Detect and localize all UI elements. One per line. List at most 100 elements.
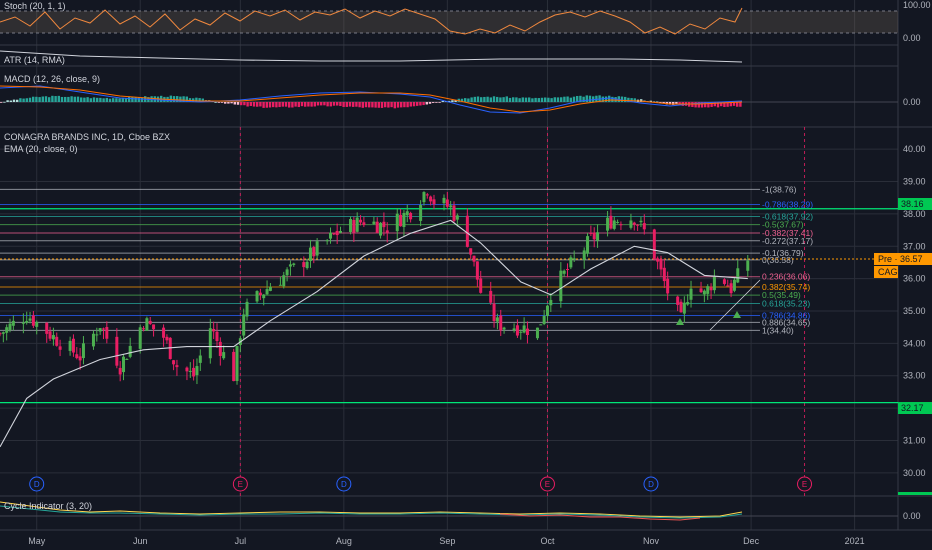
candle-body <box>255 291 259 302</box>
macd-histogram-bar <box>38 97 41 102</box>
candle-body <box>172 360 176 365</box>
time-axis[interactable]: May Jun Jul Aug Sep Oct Nov Dec 2021 <box>28 536 864 546</box>
candle-body <box>539 324 543 326</box>
macd-histogram-bar <box>393 102 396 109</box>
macd-histogram-bar <box>512 97 515 102</box>
macd-histogram-bar <box>403 102 406 108</box>
macd-histogram-bar <box>492 96 496 102</box>
macd-histogram-bar <box>553 97 556 102</box>
candle-body <box>442 197 446 204</box>
macd-histogram-bar <box>25 98 28 102</box>
dividend-marker[interactable] <box>29 476 45 492</box>
event-marker-letter: D <box>341 480 347 489</box>
candle-body <box>35 321 39 327</box>
grid <box>0 0 898 530</box>
candle-body <box>285 269 289 276</box>
candle-body <box>489 290 493 303</box>
candle-body <box>11 320 15 326</box>
macd-histogram-bar <box>435 102 438 103</box>
macd-histogram-bar <box>41 96 44 102</box>
candle-body <box>639 220 643 223</box>
macd-histogram-bar <box>179 96 182 102</box>
candle-body <box>469 248 473 255</box>
macd-histogram-bar <box>438 102 441 103</box>
macd-histogram-bar <box>275 102 278 108</box>
price-tick-label: 38.00 <box>903 209 926 219</box>
macd-histogram-bar <box>640 99 643 102</box>
candle-body <box>218 341 222 356</box>
macd-histogram-bar <box>716 102 720 108</box>
macd-histogram-bar <box>736 102 739 107</box>
macd-histogram-bar <box>441 100 444 102</box>
candle-body <box>215 331 219 342</box>
price-tick-label: 33.00 <box>903 371 926 381</box>
macd-histogram-bar <box>713 102 716 107</box>
macd-histogram-bar <box>630 98 633 102</box>
event-lines <box>239 127 806 496</box>
earnings-marker[interactable] <box>232 476 248 492</box>
candle-body <box>512 328 516 331</box>
candle-body <box>525 328 529 335</box>
candle-body <box>519 331 523 333</box>
candle-body <box>472 255 476 262</box>
trend-line[interactable] <box>709 279 761 331</box>
macd-histogram-bar <box>380 102 384 108</box>
stoch-band <box>0 11 898 33</box>
macd-histogram-bar <box>547 97 550 102</box>
macd-histogram-bar <box>572 96 576 102</box>
time-tick-label: Jun <box>133 536 148 546</box>
macd-histogram-bar <box>496 96 499 102</box>
candle-body <box>152 324 156 330</box>
macd-histogram-bar <box>361 102 364 108</box>
macd-histogram-bar <box>86 97 89 102</box>
candle-body <box>122 356 126 373</box>
macd-histogram-bar <box>105 97 108 102</box>
candle-body <box>339 230 343 233</box>
macd-histogram-bar <box>739 102 742 107</box>
dividend-marker[interactable] <box>336 476 352 492</box>
macd-histogram-bar <box>428 102 432 104</box>
candle-body <box>502 327 506 330</box>
earnings-marker[interactable] <box>539 476 555 492</box>
candle-body <box>452 205 456 221</box>
macd-histogram-bar <box>198 98 201 102</box>
macd-histogram-bar <box>307 102 310 107</box>
macd-histogram-bar <box>608 95 611 102</box>
time-tick-label: Sep <box>439 536 455 546</box>
cycle-line-yellow <box>0 501 743 518</box>
macd-histogram-bar <box>518 98 521 102</box>
candle-body <box>612 220 616 229</box>
macd-histogram-bar <box>304 102 307 107</box>
macd-histogram-bar <box>284 102 288 107</box>
dividend-marker[interactable] <box>643 476 659 492</box>
candle-body <box>619 224 623 226</box>
earnings-marker[interactable] <box>797 476 813 492</box>
macd-histogram-bar <box>563 96 566 102</box>
macd-histogram-bar <box>3 101 6 103</box>
candle-body <box>5 327 9 333</box>
macd-histogram-bar <box>121 97 124 102</box>
macd-histogram-bar <box>176 96 179 102</box>
candle-body <box>542 315 546 324</box>
candle-body <box>732 279 736 291</box>
macd-histogram-bar <box>102 98 105 102</box>
candle-body <box>258 292 262 296</box>
macd-histogram-bar <box>185 96 188 102</box>
candle-body <box>632 222 636 225</box>
macd-histogram-bar <box>585 95 588 102</box>
macd-histogram-bar <box>582 96 585 102</box>
candle-body <box>262 294 266 299</box>
macd-signal-line <box>0 85 743 113</box>
macd-histogram-bar <box>192 98 195 102</box>
candle-body <box>245 301 249 317</box>
macd-histogram-bar <box>540 97 544 102</box>
macd-histogram-bar <box>300 102 304 107</box>
macd-histogram-bar <box>377 102 380 108</box>
candle-body <box>101 328 105 330</box>
macd-histogram-bar <box>502 97 505 102</box>
macd-histogram-bar <box>409 102 412 107</box>
candle-body <box>165 336 169 341</box>
macd-label: MACD (12, 26, close, 9) <box>4 74 100 84</box>
